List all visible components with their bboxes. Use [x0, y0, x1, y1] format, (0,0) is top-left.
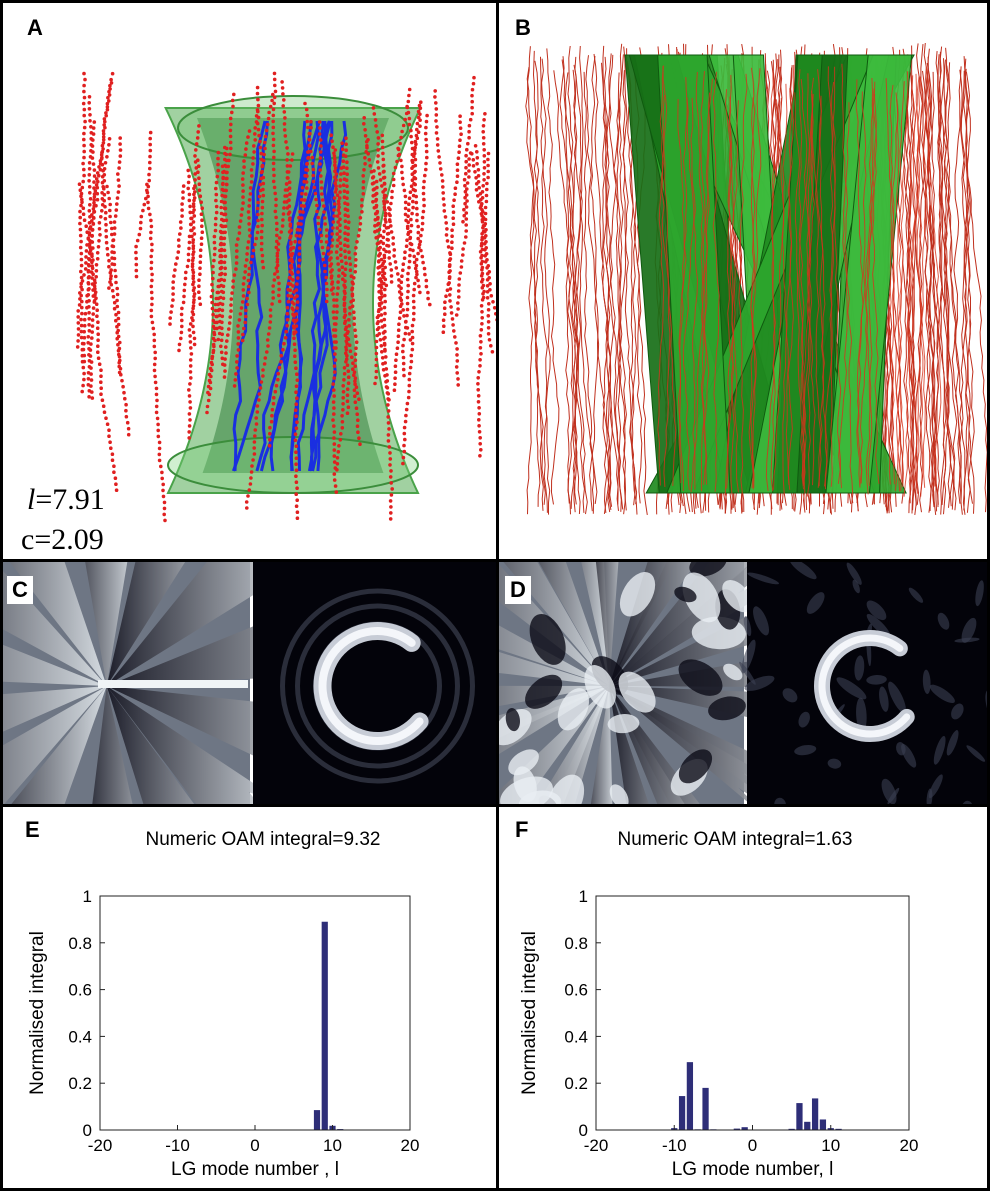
panel-f-chart: -20 -10 0 10 20 0 0.2 0.4 0.6 0.8 1 LG mode number,… — [519, 887, 918, 1180]
panel-a-annotation-l: l=7.91 — [27, 483, 105, 517]
panel-a-scene — [75, 71, 496, 523]
x-axis-label: LG mode number, l — [672, 1159, 834, 1180]
x-tick-label: -10 — [165, 1136, 190, 1155]
vortex-line — [289, 120, 313, 472]
panel-c: C — [0, 559, 499, 807]
x-tick-label: -10 — [662, 1136, 687, 1155]
vortex-line — [314, 120, 334, 472]
plot-frame — [99, 895, 411, 1131]
panel-b-label: B — [515, 15, 531, 40]
bar — [804, 1121, 811, 1130]
x-tick-label: 0 — [250, 1136, 259, 1155]
vortex-tube — [657, 54, 731, 494]
panel-a-annotation-c: c=2.09 — [21, 523, 104, 556]
l-value: =7.91 — [35, 483, 105, 516]
y-tick-label: 0.8 — [68, 934, 92, 953]
bar — [788, 1128, 795, 1130]
x-axis-label: LG mode number , l — [171, 1159, 339, 1180]
vortex-line — [232, 120, 267, 472]
panel-e-bars: -20 -10 0 10 20 0 0.2 0.4 0.6 0.8 1 LG mode number … — [27, 887, 419, 1180]
panel-b-scene — [525, 42, 987, 516]
y-tick-label: 1 — [579, 887, 588, 906]
panel-a-label: A — [27, 15, 43, 40]
bar — [819, 1119, 827, 1130]
panel-a-render — [75, 71, 496, 523]
front-tracks — [657, 63, 942, 497]
y-tick-label: 0 — [83, 1121, 92, 1140]
bar — [313, 1110, 321, 1130]
bar — [686, 1062, 694, 1130]
bar — [796, 1103, 803, 1130]
y-tick-label: 0.2 — [68, 1074, 92, 1093]
y-tick-label: 0 — [579, 1121, 588, 1140]
panel-d: D — [496, 559, 990, 807]
y-tick-label: 0.6 — [68, 981, 92, 1000]
y-tick-label: 0.2 — [564, 1074, 588, 1093]
panel-e-title: Numeric OAM integral=9.32 — [145, 829, 381, 850]
panel-e-chart: -20 -10 0 10 20 0 0.2 0.4 0.6 0.8 1 LG mode number … — [27, 887, 419, 1180]
tube-top-rim — [177, 95, 409, 161]
panel-f-title: Numeric OAM integral=1.63 — [617, 829, 853, 850]
panel-e: E Numeric OAM integral=9.32 -20 -10 0 10 20 0… — [0, 804, 499, 1191]
outer-tube — [164, 107, 422, 494]
x-tick-label: 10 — [821, 1136, 840, 1155]
y-tick-label: 0.8 — [564, 934, 588, 953]
bar — [702, 1087, 709, 1130]
panel-c-render — [3, 562, 496, 804]
panel-d-render — [499, 562, 987, 804]
bar — [321, 921, 328, 1130]
y-tick-label: 1 — [83, 887, 92, 906]
panel-f: F Numeric OAM integral=1.63 -20 -10 0 10 20 0… — [496, 804, 990, 1191]
x-tick-label: 20 — [401, 1136, 420, 1155]
panel-a: A l=7.91 c=2.09 — [0, 0, 499, 562]
bar — [733, 1128, 740, 1130]
panel-d-label: D — [505, 576, 531, 604]
panel-e-label: E — [25, 817, 40, 842]
panel-f-label: F — [515, 817, 529, 842]
panel-b-render — [525, 42, 987, 516]
y-axis-label: Normalised integral — [519, 931, 540, 1095]
y-tick-label: 0.6 — [564, 981, 588, 1000]
panel-f-bars: -20 -10 0 10 20 0 0.2 0.4 0.6 0.8 1 LG mode number,… — [519, 887, 918, 1180]
x-tick-label: 20 — [900, 1136, 919, 1155]
panel-b: B — [496, 0, 990, 562]
y-tick-label: 0.4 — [564, 1027, 588, 1046]
plot-frame — [595, 895, 910, 1131]
vortex-line — [296, 120, 334, 472]
bar — [811, 1098, 819, 1130]
red-tracks — [75, 71, 496, 523]
y-axis-label: Normalised integral — [27, 931, 48, 1095]
x-tick-label: 10 — [323, 1136, 342, 1155]
bar — [678, 1096, 686, 1130]
phase-discontinuity — [98, 680, 248, 688]
panel-c-label: C — [7, 576, 33, 604]
bar — [741, 1127, 748, 1130]
l-symbol: l — [27, 483, 36, 516]
x-tick-label: -20 — [88, 1136, 113, 1155]
y-tick-label: 0.4 — [68, 1027, 92, 1046]
panel-c-intensity — [253, 562, 496, 804]
x-tick-label: 0 — [748, 1136, 757, 1155]
bar — [835, 1128, 842, 1130]
x-tick-label: -20 — [584, 1136, 609, 1155]
panel-d-intensity — [739, 562, 987, 804]
